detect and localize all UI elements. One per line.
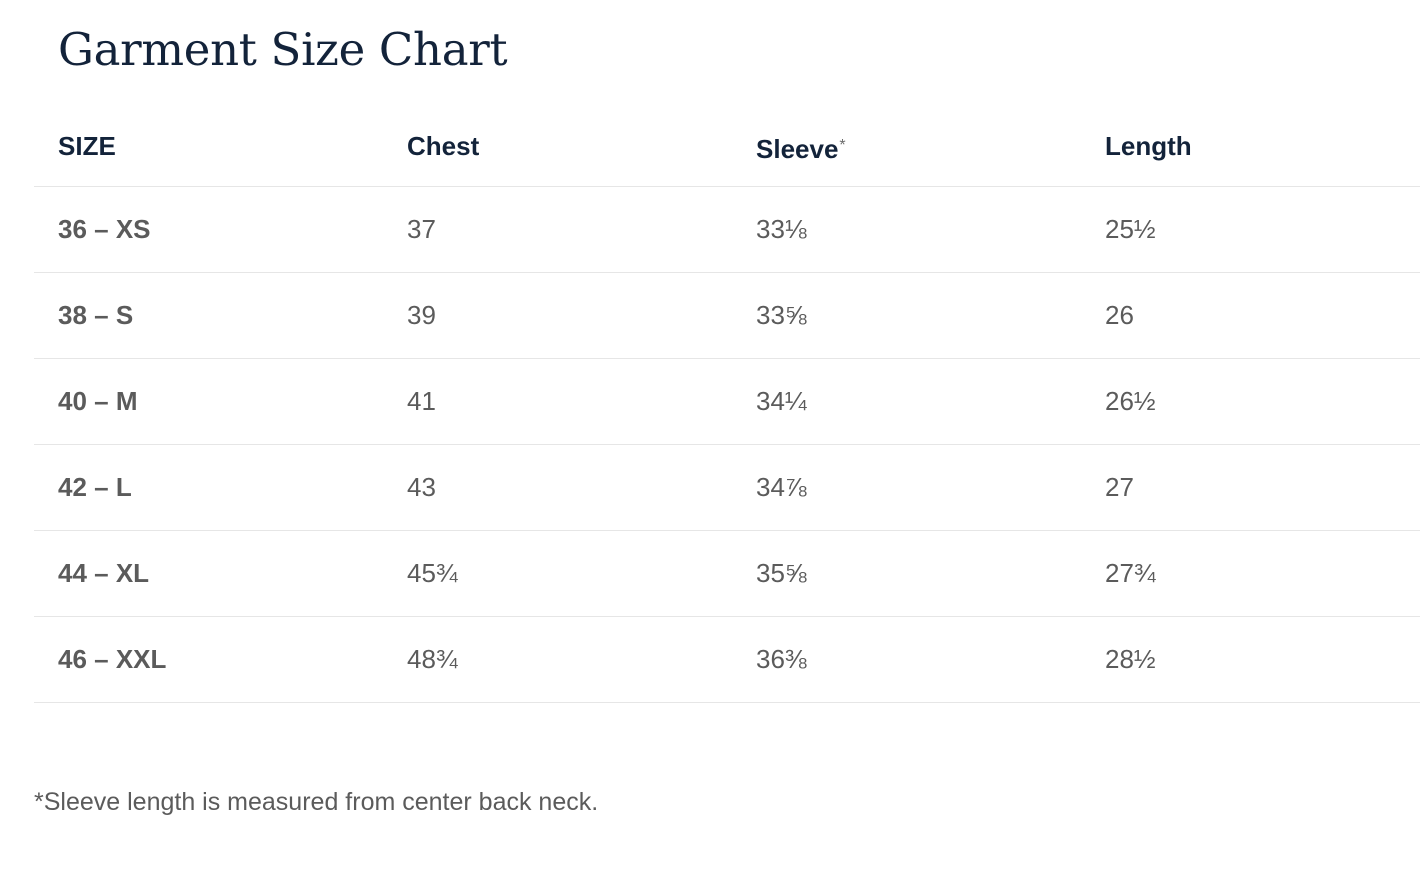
sleeve-cell: 33⅝ [756, 300, 807, 330]
chest-cell: 48¾ [407, 644, 458, 674]
chest-cell: 37 [407, 214, 436, 244]
length-cell: 27 [1105, 472, 1134, 502]
table-row: 44 – XL 45¾ 35⅝ 27¾ [34, 531, 1420, 617]
table-row: 40 – M 41 34¼ 26½ [34, 359, 1420, 445]
sleeve-cell: 34¼ [756, 386, 807, 416]
size-cell: 36 – XS [58, 214, 151, 244]
length-cell: 25½ [1105, 214, 1156, 244]
sleeve-cell: 34⅞ [756, 472, 807, 502]
size-cell: 38 – S [58, 300, 134, 330]
size-cell: 44 – XL [58, 558, 150, 588]
table-row: 38 – S 39 33⅝ 26 [34, 273, 1420, 359]
table-row: 46 – XXL 48¾ 36⅜ 28½ [34, 617, 1420, 703]
header-chest: Chest [407, 131, 480, 161]
header-length: Length [1105, 131, 1192, 161]
header-sleeve: Sleeve* [756, 104, 846, 191]
table-row: 36 – XS 37 33⅛ 25½ [34, 187, 1420, 273]
length-cell: 28½ [1105, 644, 1156, 674]
size-cell: 46 – XXL [58, 644, 167, 674]
sleeve-cell: 35⅝ [756, 558, 807, 588]
chest-cell: 45¾ [407, 558, 458, 588]
sleeve-cell: 33⅛ [756, 214, 807, 244]
size-cell: 40 – M [58, 386, 138, 416]
page-title: Garment Size Chart [58, 23, 508, 76]
sleeve-cell: 36⅜ [756, 644, 807, 674]
header-size: SIZE [58, 131, 116, 161]
table-header-row: SIZE Chest Sleeve* Length [34, 104, 1420, 187]
chest-cell: 41 [407, 386, 436, 416]
header-sleeve-label: Sleeve [756, 134, 839, 164]
size-cell: 42 – L [58, 472, 132, 502]
table-row: 42 – L 43 34⅞ 27 [34, 445, 1420, 531]
footnote: *Sleeve length is measured from center b… [34, 788, 599, 816]
chest-cell: 39 [407, 300, 436, 330]
length-cell: 26½ [1105, 386, 1156, 416]
chest-cell: 43 [407, 472, 436, 502]
length-cell: 26 [1105, 300, 1134, 330]
sleeve-footnote-marker: * [839, 137, 846, 154]
length-cell: 27¾ [1105, 558, 1156, 588]
size-table: SIZE Chest Sleeve* Length 36 – XS 37 33⅛… [34, 104, 1420, 703]
